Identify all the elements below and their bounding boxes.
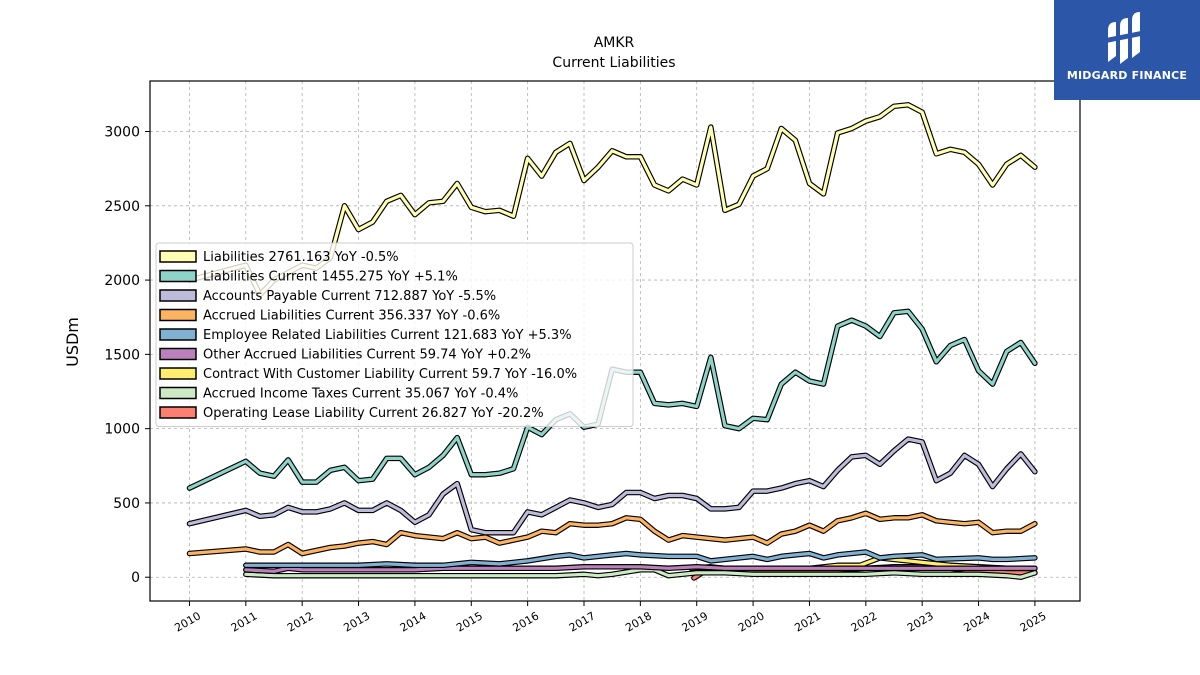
- x-tick-label: 2019: [680, 609, 711, 634]
- legend-swatch: [159, 269, 197, 283]
- legend-entry: Operating Lease Liability Current 26.827…: [203, 406, 544, 421]
- x-tick-label: 2014: [398, 609, 429, 634]
- x-tick-label: 2016: [511, 609, 542, 634]
- x-tick-label: 2015: [454, 609, 485, 634]
- series-line: [187, 437, 1037, 535]
- midgard-logo-icon: [1106, 12, 1146, 64]
- x-tick-label: 2010: [172, 609, 203, 634]
- legend-swatch: [159, 308, 197, 322]
- legend-entry: Employee Related Liabilities Current 121…: [203, 328, 572, 343]
- x-tick-label: 2025: [1018, 609, 1049, 634]
- series-line: [187, 103, 1037, 297]
- legend-swatch: [159, 328, 197, 341]
- legend-swatch: [159, 386, 197, 400]
- x-tick-label: 2023: [905, 609, 936, 634]
- y-tick-label: 500: [113, 496, 140, 512]
- y-tick-label: 1500: [104, 347, 140, 363]
- series-line: [244, 550, 1037, 567]
- legend-entry: Accrued Liabilities Current 356.337 YoY …: [203, 309, 500, 324]
- legend-swatch: [159, 406, 197, 419]
- y-tick-label: 1000: [104, 422, 140, 438]
- series-layer: [186, 102, 1038, 581]
- legend-entry: Liabilities Current 1455.275 YoY +5.1%: [203, 270, 458, 285]
- y-tick-label: 0: [131, 570, 140, 586]
- legend-swatch: [159, 289, 197, 302]
- plot-frame: [149, 80, 1081, 602]
- y-tick-label: 3000: [104, 125, 140, 141]
- legend-box: [155, 242, 634, 427]
- legend-entry: Liabilities 2761.163 YoY -0.5%: [203, 250, 399, 265]
- y-tick-label: 2000: [104, 273, 140, 289]
- brand-name: MIDGARD FINANCE: [1066, 69, 1188, 82]
- brand-logo: MIDGARD FINANCE: [1054, 0, 1200, 100]
- legend-swatch: [159, 367, 197, 380]
- x-tick-label: 2013: [341, 609, 372, 634]
- chart-title: AMKR: [594, 35, 635, 51]
- legend: Liabilities 2761.163 YoY -0.5% Liabilitie…: [155, 242, 634, 427]
- x-tick-label: 2024: [961, 609, 992, 634]
- x-tick-label: 2022: [849, 609, 880, 634]
- series-line: [244, 565, 1037, 573]
- x-tick-label: 2018: [623, 609, 654, 634]
- legend-entry: Contract With Customer Liability Current…: [203, 367, 577, 382]
- x-tick-label: 2021: [792, 609, 823, 634]
- x-tick-label: 2011: [229, 609, 260, 634]
- legend-swatch: [159, 250, 197, 263]
- legend-entry: Accrued Income Taxes Current 35.067 YoY …: [203, 387, 518, 402]
- y-tick-label: 2500: [104, 199, 140, 215]
- legend-swatch: [159, 347, 197, 361]
- legend-entry: Accounts Payable Current 712.887 YoY -5.…: [203, 289, 496, 304]
- x-tick-label: 2012: [285, 609, 316, 634]
- y-axis-label: USDm: [63, 317, 82, 367]
- x-tick-label: 2020: [736, 609, 767, 634]
- legend-entry: Other Accrued Liabilities Current 59.74 …: [203, 348, 531, 363]
- x-tick-label: 2017: [567, 609, 598, 634]
- chart-subtitle: Current Liabilities: [552, 55, 675, 71]
- series-line: [187, 511, 1037, 556]
